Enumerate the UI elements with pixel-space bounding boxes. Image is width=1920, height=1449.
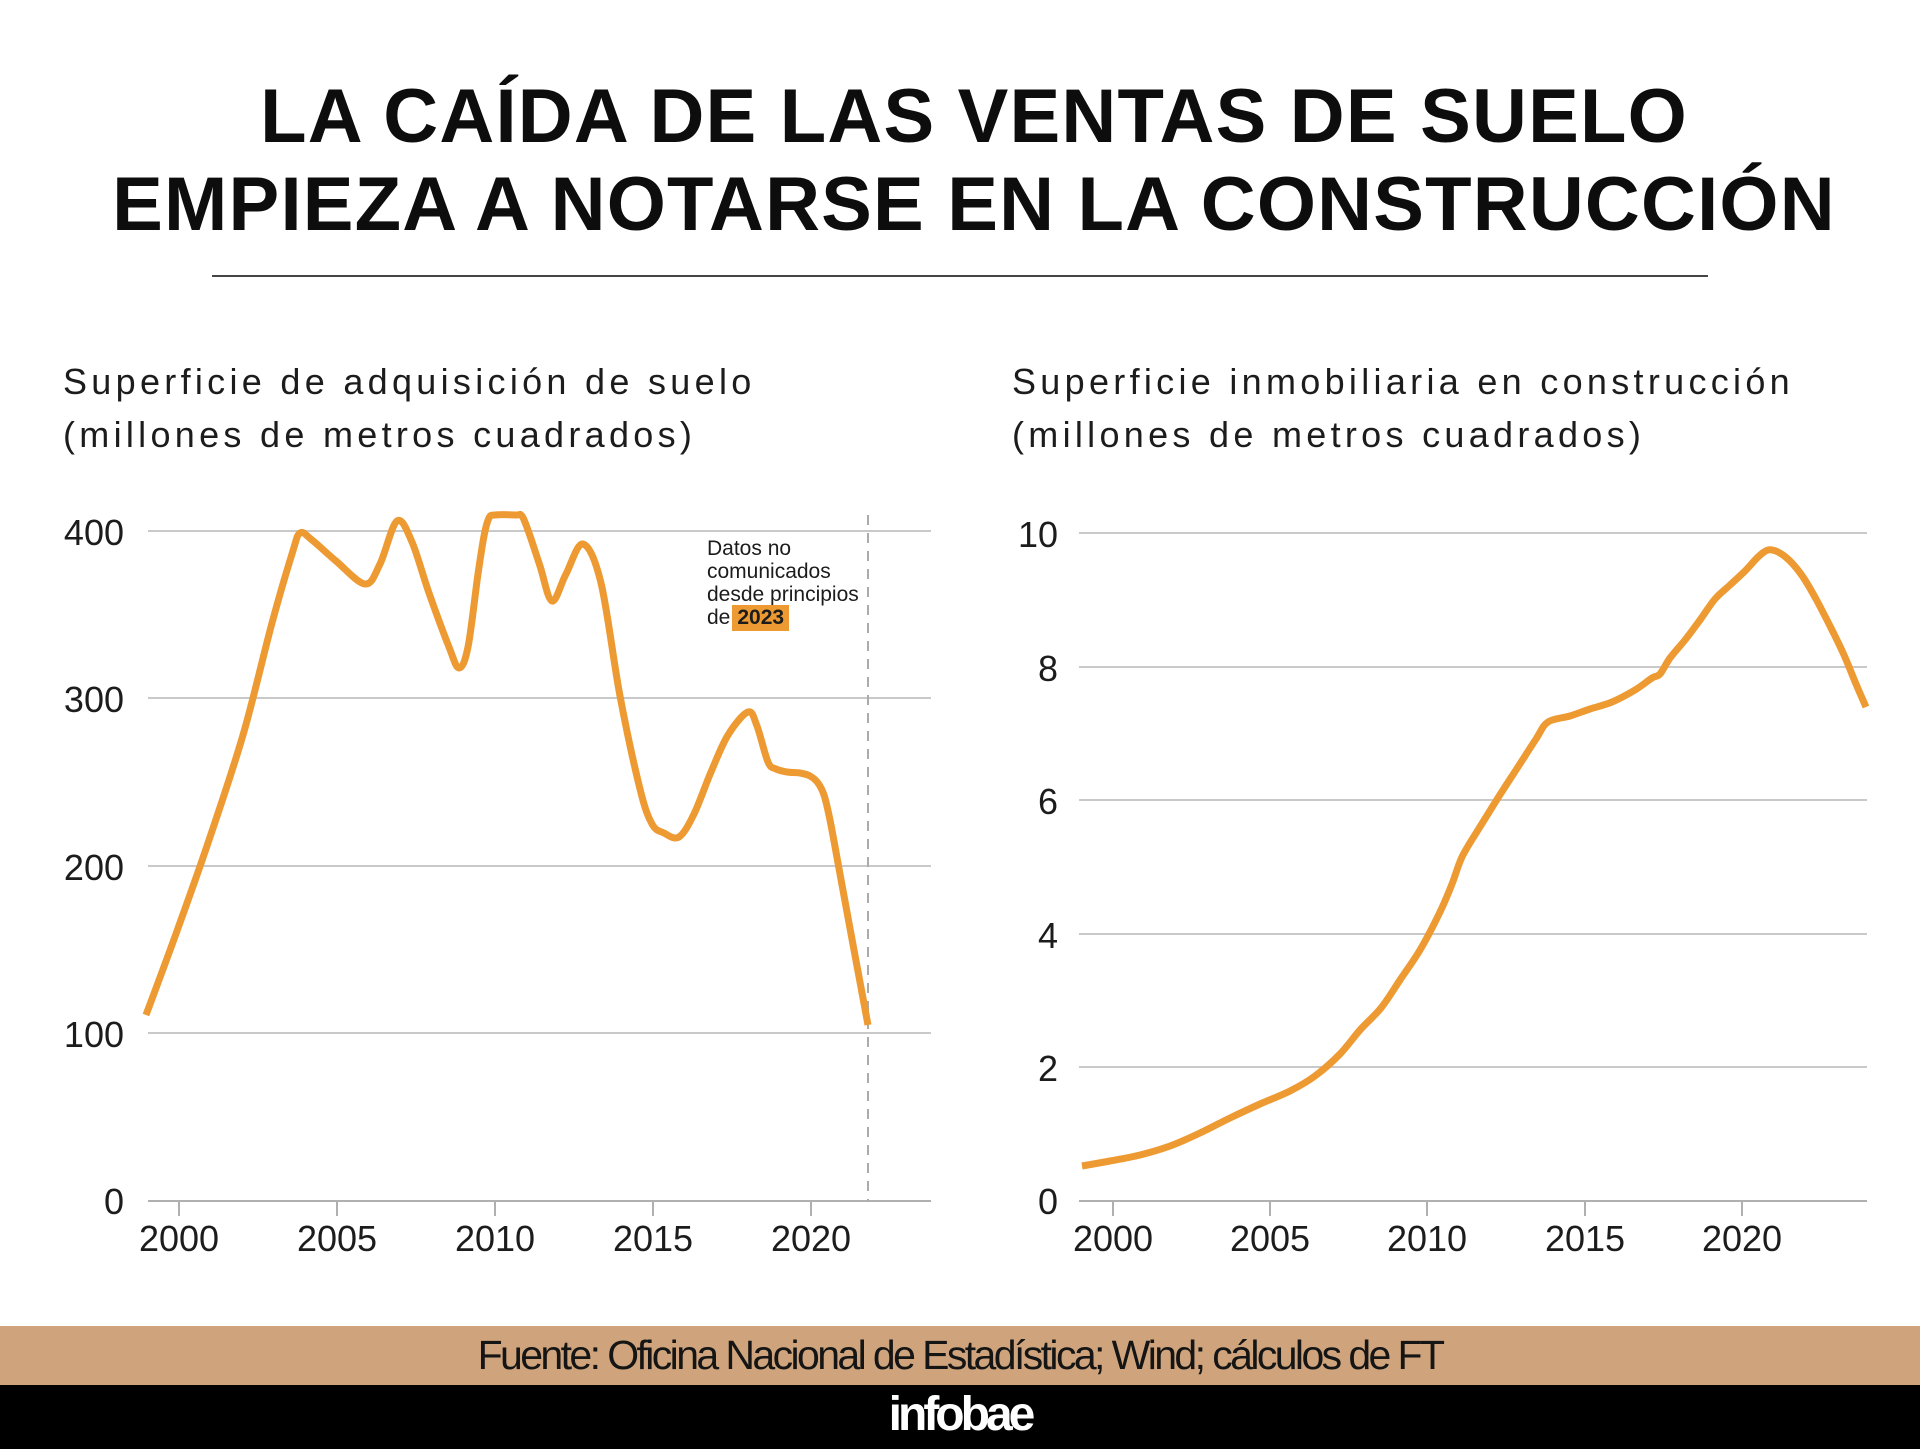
svg-text:2000: 2000 bbox=[139, 1218, 219, 1259]
svg-text:2020: 2020 bbox=[1702, 1218, 1782, 1259]
svg-text:2: 2 bbox=[1038, 1048, 1058, 1089]
svg-text:8: 8 bbox=[1038, 648, 1058, 689]
svg-text:2000: 2000 bbox=[1073, 1218, 1153, 1259]
svg-text:2010: 2010 bbox=[1387, 1218, 1467, 1259]
svg-text:100: 100 bbox=[64, 1014, 124, 1055]
svg-text:0: 0 bbox=[1038, 1181, 1058, 1222]
svg-text:2010: 2010 bbox=[455, 1218, 535, 1259]
svg-text:0: 0 bbox=[104, 1181, 124, 1222]
svg-text:200: 200 bbox=[64, 847, 124, 888]
svg-text:6: 6 bbox=[1038, 781, 1058, 822]
svg-text:4: 4 bbox=[1038, 915, 1058, 956]
svg-text:300: 300 bbox=[64, 679, 124, 720]
svg-text:2015: 2015 bbox=[1545, 1218, 1625, 1259]
svg-text:2005: 2005 bbox=[297, 1218, 377, 1259]
svg-text:2005: 2005 bbox=[1230, 1218, 1310, 1259]
svg-text:2020: 2020 bbox=[771, 1218, 851, 1259]
svg-text:2015: 2015 bbox=[613, 1218, 693, 1259]
svg-text:400: 400 bbox=[64, 512, 124, 553]
svg-text:10: 10 bbox=[1018, 514, 1058, 555]
